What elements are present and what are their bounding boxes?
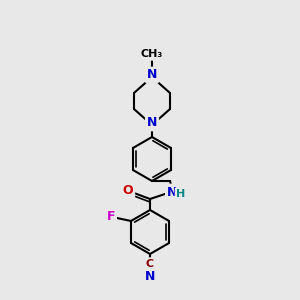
Text: N: N bbox=[147, 68, 157, 82]
Text: C: C bbox=[146, 259, 154, 269]
Text: N: N bbox=[145, 271, 155, 284]
Text: H: H bbox=[176, 189, 186, 199]
Text: F: F bbox=[107, 211, 115, 224]
Text: N: N bbox=[167, 185, 177, 199]
Text: O: O bbox=[123, 184, 133, 197]
Text: CH₃: CH₃ bbox=[141, 49, 163, 59]
Text: N: N bbox=[147, 116, 157, 130]
